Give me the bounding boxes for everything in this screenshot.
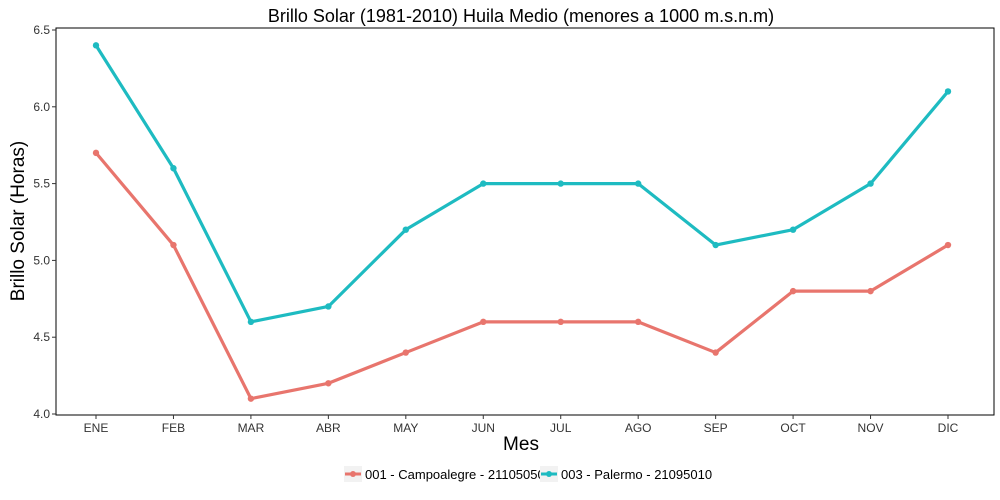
data-point [789, 287, 797, 295]
y-tick-label: 6.5 [33, 23, 50, 37]
data-point [789, 226, 797, 233]
x-tick-label: SEP [704, 421, 728, 435]
y-tick-label: 4.0 [33, 407, 50, 421]
data-point [247, 395, 255, 402]
data-point [325, 380, 332, 387]
data-point [170, 165, 177, 172]
x-tick-label: NOV [858, 421, 884, 435]
x-tick-label: JUN [472, 421, 495, 435]
x-tick-label: AGO [625, 421, 652, 435]
y-tick-label: 5.0 [33, 253, 50, 267]
x-tick-label: ABR [316, 421, 341, 435]
y-axis-title: Brillo Solar (Horas) [8, 141, 29, 301]
chart-title: Brillo Solar (1981-2010) Huila Medio (me… [268, 6, 774, 26]
x-axis: ENE FEB MAR ABR MAY JUN JUL AGO SEP OCT NOV DIC [84, 415, 959, 435]
data-point [867, 180, 874, 187]
data-point [944, 241, 952, 249]
x-tick-label: MAR [238, 421, 265, 435]
series-line-2 [94, 43, 950, 324]
data-point [480, 318, 487, 326]
data-point [247, 318, 255, 326]
data-point [712, 241, 719, 249]
y-tick-label: 6.0 [33, 100, 50, 114]
x-tick-label: MAY [393, 421, 418, 435]
data-point [325, 303, 332, 310]
legend-key-point [546, 471, 552, 477]
x-tick-label: ENE [84, 421, 109, 435]
y-axis: 4.0 4.5 5.0 5.5 6.0 6.5 [33, 23, 56, 421]
data-point [557, 180, 564, 187]
data-point [867, 287, 874, 295]
legend-label: 003 - Palermo - 21095010 [561, 467, 712, 482]
data-point [402, 226, 410, 233]
legend-label: 001 - Campoalegre - 21105050 [365, 467, 545, 482]
x-tick-label: JUL [550, 421, 572, 435]
x-tick-label: OCT [780, 421, 806, 435]
y-tick-label: 5.5 [33, 177, 50, 191]
data-point [712, 349, 719, 356]
series-line-1 [94, 151, 950, 401]
data-point [170, 241, 177, 249]
data-point [634, 318, 642, 326]
legend: 001 - Campoalegre - 21105050 003 - Palerm… [344, 466, 712, 482]
y-tick-label: 4.5 [33, 330, 50, 344]
data-point [634, 180, 642, 187]
x-tick-label: FEB [162, 421, 185, 435]
data-point [92, 149, 100, 157]
data-point [92, 42, 100, 49]
x-tick-label: DIC [938, 421, 959, 435]
plot-panel-border [55, 27, 995, 416]
data-point [480, 180, 487, 187]
legend-key-point [350, 471, 356, 477]
data-point [557, 318, 564, 326]
series-layer [92, 42, 952, 402]
x-axis-title: Mes [503, 434, 539, 455]
data-point [944, 88, 952, 95]
data-point [402, 349, 410, 356]
